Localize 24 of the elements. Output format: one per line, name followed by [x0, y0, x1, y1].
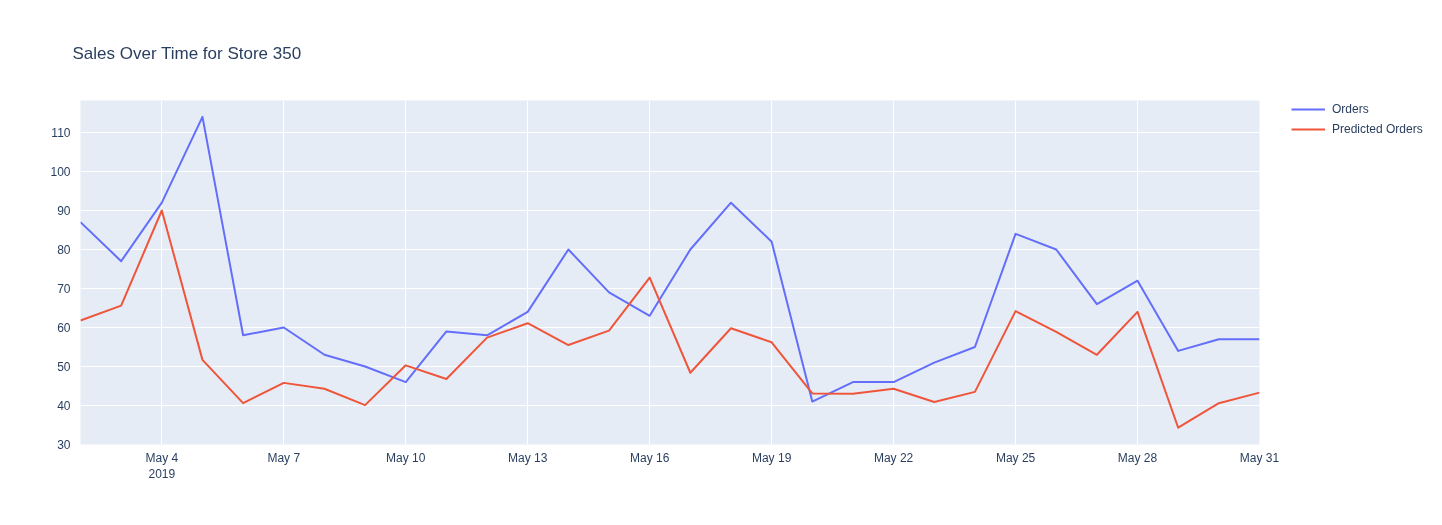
x-tick-label: May 16	[630, 450, 670, 465]
y-tick-label: 50	[57, 360, 71, 374]
y-tick-label: 30	[57, 438, 71, 452]
line-series	[80, 115, 1260, 403]
x-tick-label: May 19	[751, 450, 792, 465]
x-tick-label: May 4 2019	[145, 450, 179, 482]
legend-label: Predicted Orders	[1332, 122, 1423, 136]
chart-title: Sales Over Time for Store 350	[72, 43, 302, 63]
y-tick-label: 90	[57, 203, 71, 218]
y-tick-label: 80	[57, 242, 71, 257]
y-tick-label: 60	[57, 320, 71, 335]
y-tick-label: 70	[57, 281, 71, 296]
y-tick-label: 110	[51, 125, 71, 140]
x-tick-label: May 13	[508, 450, 548, 465]
x-tick-label: May 28	[1117, 450, 1158, 465]
x-tick-label: May 10	[386, 450, 426, 465]
x-tick-label: May 7	[267, 450, 301, 465]
line-series	[80, 209, 1260, 429]
x-tick-label: May 31	[1239, 450, 1280, 465]
legend-label: Orders	[1332, 102, 1369, 116]
x-tick-label: May 22	[873, 450, 914, 465]
x-tick-label: May 25	[995, 450, 1036, 465]
y-tick-label: 40	[57, 399, 71, 413]
y-tick-label: 100	[50, 164, 71, 179]
